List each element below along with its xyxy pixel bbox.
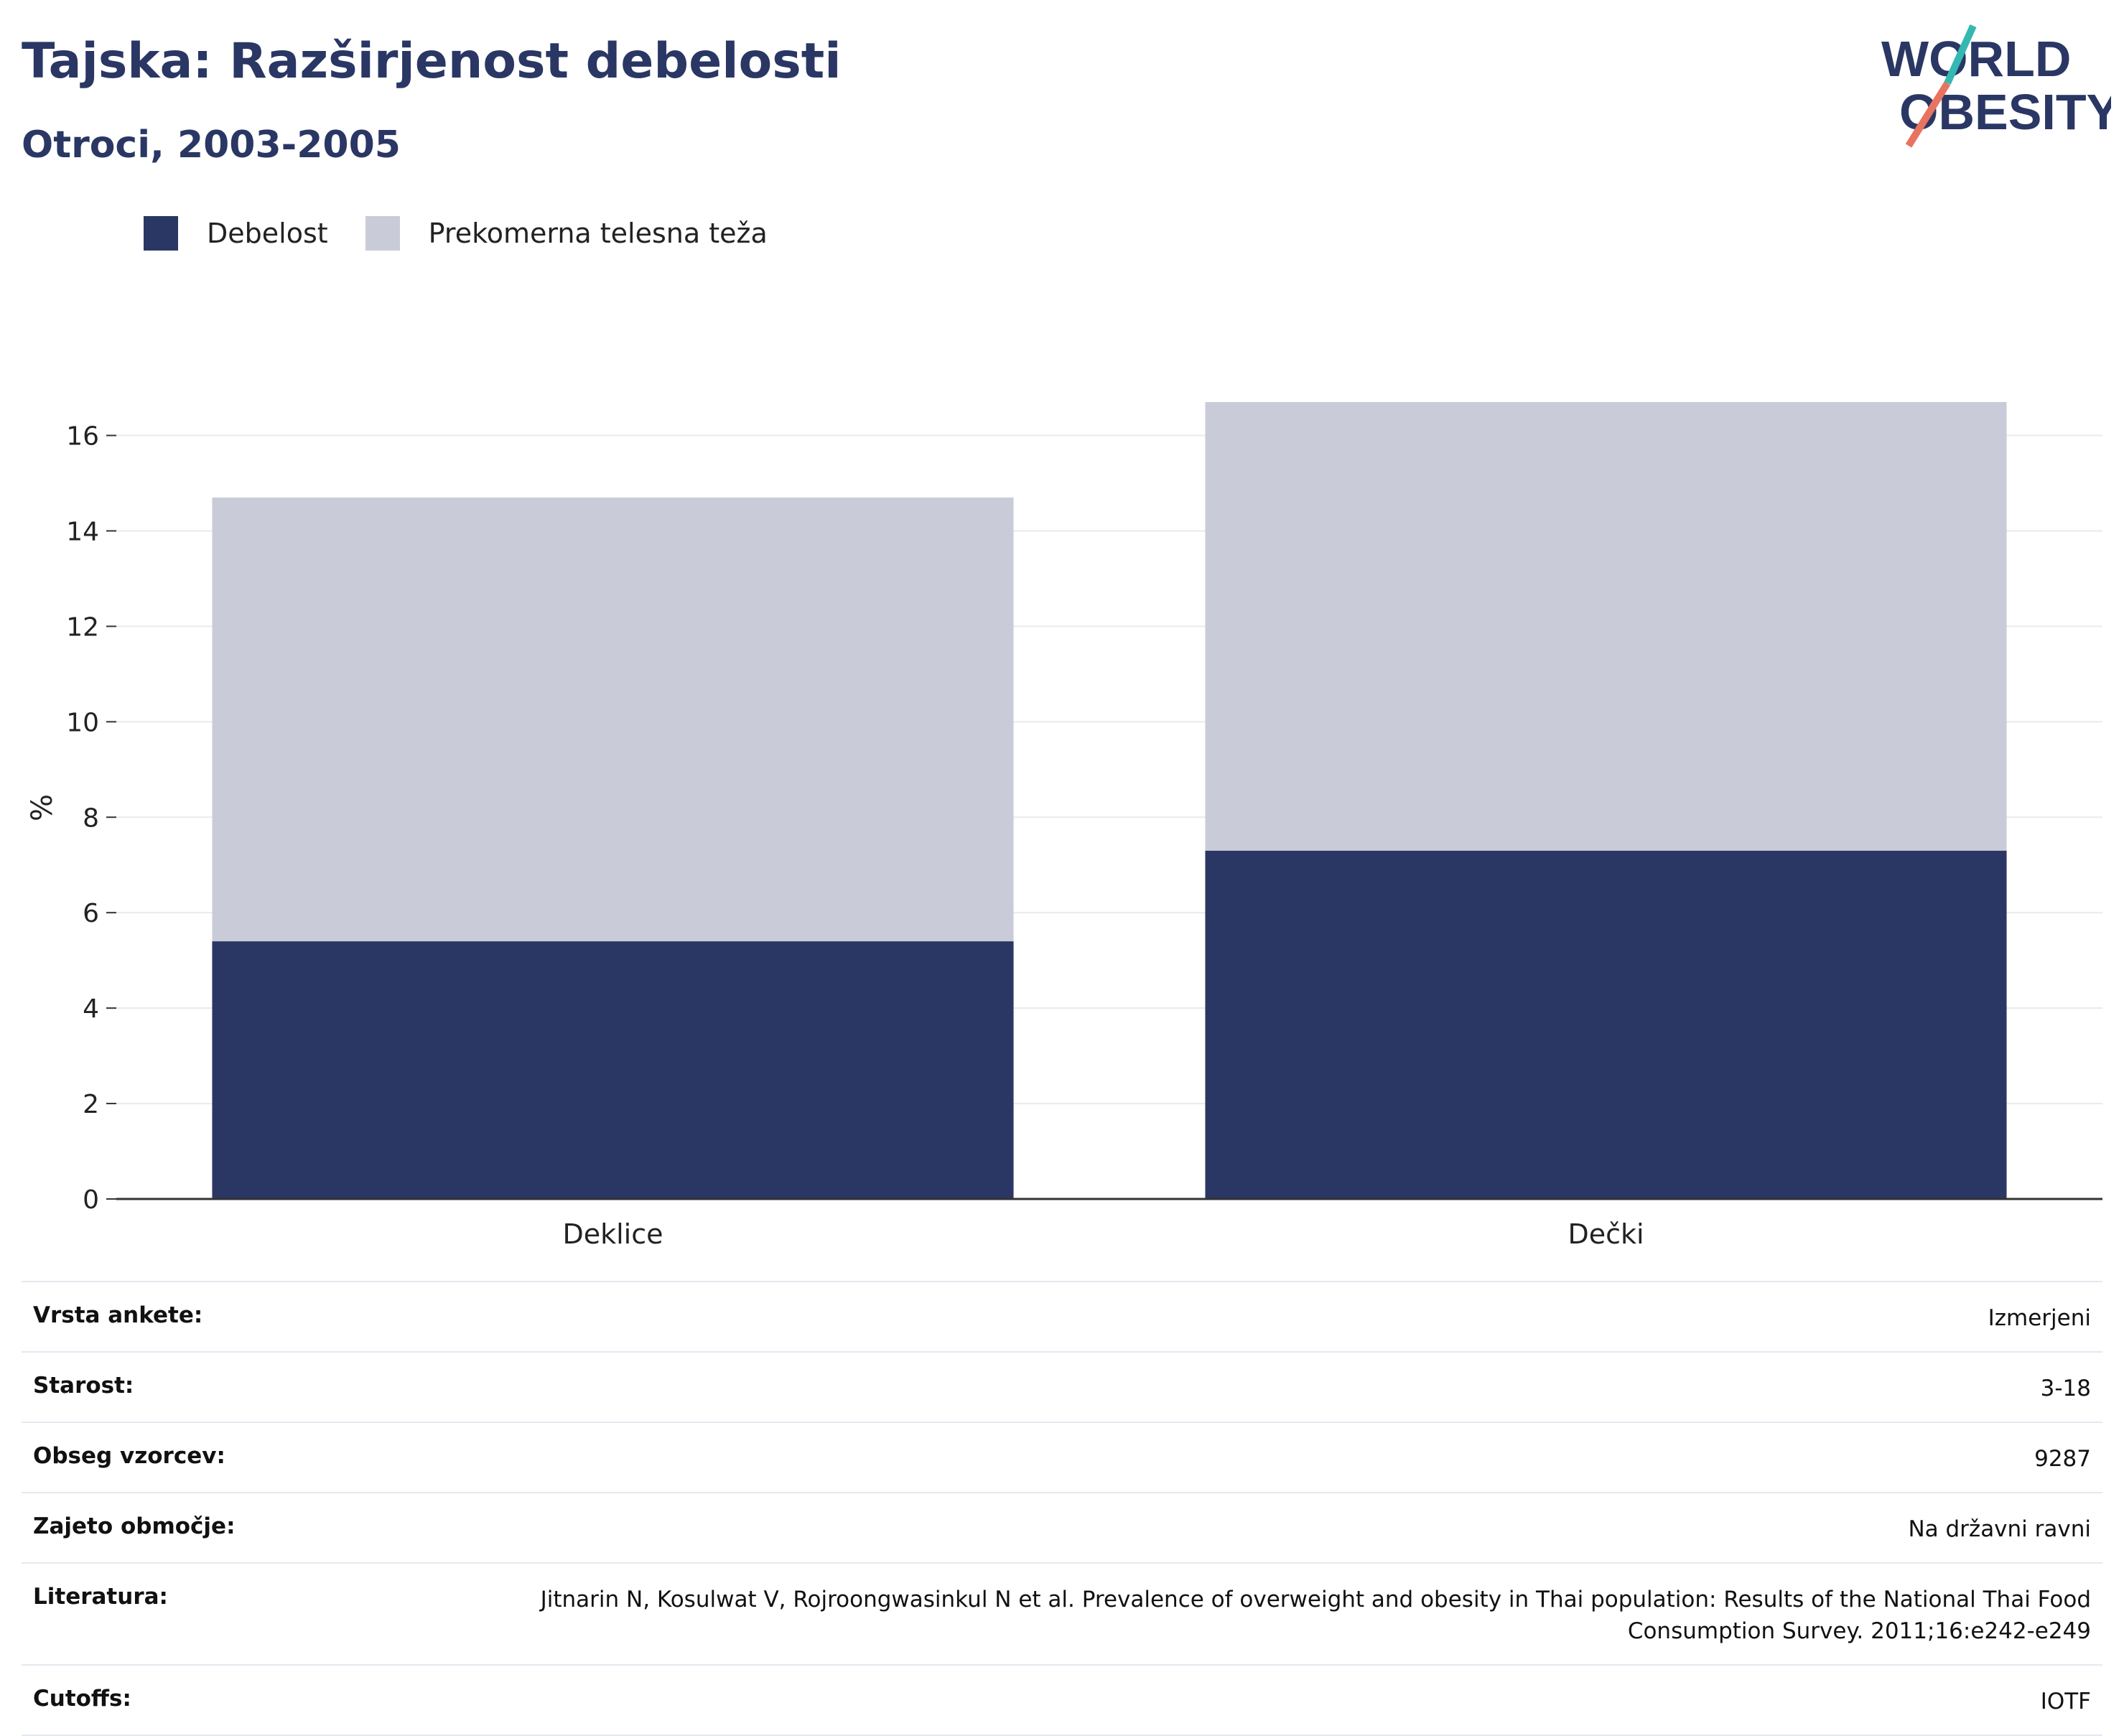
legend-label-overweight: Prekomerna telesna teža: [428, 218, 768, 249]
chart-title: Tajska: Razširjenost debelosti: [22, 33, 842, 90]
info-value: Izmerjeni: [1988, 1305, 2091, 1331]
info-value: 3-18: [2040, 1376, 2091, 1401]
legend-item-overweight: Prekomerna telesna teža: [365, 216, 768, 251]
stacked-bar-chart: 0 2 4 6 8 10 12 14 16% Deklice Dečki: [26, 402, 2102, 1250]
x-tick-label: Dečki: [1568, 1218, 1644, 1250]
info-label: Vrsta ankete:: [33, 1302, 203, 1328]
legend-swatch-obesity: [144, 216, 178, 251]
chart-subtitle: Otroci, 2003-2005: [22, 123, 401, 167]
info-row: Obseg vzorcev: 9287: [22, 1422, 2102, 1492]
info-value: 9287: [2034, 1446, 2091, 1472]
y-tick-label: 10: [66, 708, 99, 737]
y-tick-label: 16: [66, 422, 99, 452]
info-row: Cutoffs: IOTF: [22, 1664, 2102, 1736]
info-value: IOTF: [2040, 1689, 2091, 1714]
bar-obesity-0: [212, 941, 1014, 1199]
bar-obesity-1: [1205, 850, 2007, 1199]
info-row: Starost: 3-18: [22, 1351, 2102, 1422]
info-value: Jitnarin N, Kosulwat V, Rojroongwasinkul…: [540, 1587, 2091, 1644]
legend-item-obesity: Debelost: [144, 216, 328, 251]
y-tick-label: 14: [66, 517, 99, 546]
y-tick-label: 6: [83, 899, 99, 928]
y-tick-label: 8: [83, 803, 99, 833]
survey-info-table: Vrsta ankete: Izmerjeni Starost: 3-18 Obseg …: [22, 1281, 2102, 1736]
y-axis-label: %: [26, 794, 59, 821]
info-label: Obseg vzorcev:: [33, 1443, 225, 1469]
bar-overweight-1: [1205, 402, 2007, 851]
y-tick-label: 4: [83, 994, 99, 1024]
info-row: Vrsta ankete: Izmerjeni: [22, 1281, 2102, 1351]
info-label: Zajeto območje:: [33, 1513, 236, 1539]
legend-swatch-overweight: [365, 216, 400, 251]
y-tick-label: 2: [83, 1090, 99, 1119]
info-row: Zajeto območje: Na državni ravni: [22, 1492, 2102, 1562]
info-label: Starost:: [33, 1373, 134, 1399]
info-value: Na državni ravni: [1908, 1516, 2091, 1542]
info-label: Literatura:: [33, 1584, 168, 1610]
legend-label-obesity: Debelost: [207, 218, 328, 249]
x-tick-label: Deklice: [562, 1218, 663, 1250]
info-label: Cutoffs:: [33, 1686, 131, 1712]
logo-line1: WORLD: [1881, 31, 2071, 87]
info-row: Literatura: Jitnarin N, Kosulwat V, Rojro…: [22, 1562, 2102, 1664]
logo-coral-stroke: [1905, 81, 1951, 148]
y-tick-label: 12: [66, 612, 99, 642]
chart-legend: Debelost Prekomerna telesna teža: [144, 215, 805, 251]
bar-overweight-0: [212, 497, 1014, 942]
logo-teal-stroke: [1944, 24, 1977, 85]
logo-line2: OBESITY: [1899, 84, 2111, 140]
y-tick-label: 0: [83, 1185, 99, 1215]
world-obesity-logo: WORLD OBESITY: [1881, 24, 2111, 148]
